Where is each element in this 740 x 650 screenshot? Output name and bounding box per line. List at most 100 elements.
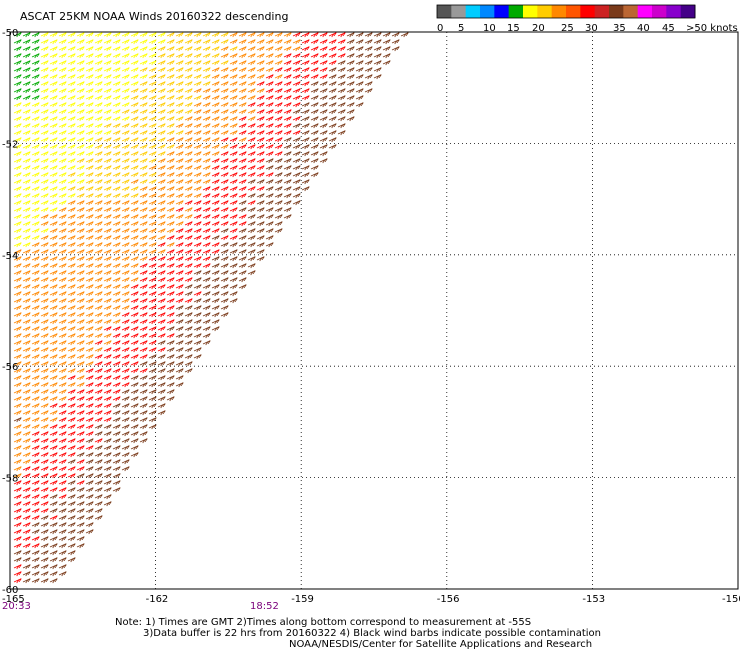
wind-barb <box>112 480 121 486</box>
wind-barb <box>40 60 49 66</box>
wind-barb <box>103 410 112 416</box>
wind-barb <box>40 277 49 283</box>
wind-barb <box>31 263 40 269</box>
wind-barb <box>148 193 157 199</box>
wind-barb <box>76 529 85 535</box>
wind-barb <box>166 144 175 150</box>
wind-barb <box>85 242 94 248</box>
wind-barb <box>103 165 112 171</box>
wind-barb <box>265 200 274 206</box>
wind-barb <box>274 151 283 157</box>
wind-barb <box>67 165 76 171</box>
wind-barb <box>49 319 58 325</box>
wind-barb <box>22 144 31 150</box>
wind-barb <box>148 165 157 171</box>
wind-barb <box>148 158 157 164</box>
wind-barb <box>121 417 130 423</box>
wind-barb <box>13 564 22 570</box>
wind-barb <box>292 165 301 171</box>
wind-barb <box>220 46 229 52</box>
legend-label: 15 <box>507 23 520 34</box>
wind-barb <box>175 200 184 206</box>
wind-barb <box>328 74 337 80</box>
wind-barb <box>202 109 211 115</box>
wind-barb <box>247 165 256 171</box>
wind-barb <box>13 529 22 535</box>
wind-barb <box>49 564 58 570</box>
legend-swatch <box>551 5 567 18</box>
wind-barb <box>58 312 67 318</box>
wind-barb <box>58 270 67 276</box>
wind-barb <box>157 298 166 304</box>
legend-labels: 0 5 10 15 20 25 30 35 40 45 >50 knots <box>437 23 738 34</box>
wind-barb <box>130 389 139 395</box>
wind-barb <box>346 32 355 38</box>
wind-barb <box>256 235 265 241</box>
wind-barb <box>283 207 292 213</box>
wind-barb <box>67 74 76 80</box>
wind-barb <box>256 46 265 52</box>
wind-barb <box>175 277 184 283</box>
wind-barb <box>58 340 67 346</box>
wind-barb <box>346 74 355 80</box>
wind-barb <box>94 263 103 269</box>
wind-barb <box>13 326 22 332</box>
wind-barb <box>283 193 292 199</box>
wind-barb <box>220 193 229 199</box>
wind-barb <box>13 515 22 521</box>
wind-barb <box>67 431 76 437</box>
wind-barb <box>166 242 175 248</box>
wind-barb <box>148 424 157 430</box>
wind-barb <box>112 382 121 388</box>
wind-barb <box>121 396 130 402</box>
wind-barb <box>247 207 256 213</box>
legend-label: 45 <box>662 23 675 34</box>
wind-barb <box>40 67 49 73</box>
wind-barb <box>238 67 247 73</box>
wind-barb <box>229 270 238 276</box>
wind-barb <box>85 431 94 437</box>
wind-barb <box>130 214 139 220</box>
wind-barb <box>112 200 121 206</box>
wind-barb <box>202 151 211 157</box>
wind-barb <box>49 291 58 297</box>
wind-barb <box>184 53 193 59</box>
wind-barb <box>148 123 157 129</box>
wind-barb <box>373 60 382 66</box>
wind-barb <box>184 109 193 115</box>
wind-barb <box>58 417 67 423</box>
wind-barb <box>247 242 256 248</box>
wind-barb <box>76 431 85 437</box>
wind-barb <box>184 249 193 255</box>
wind-barb <box>22 284 31 290</box>
wind-barb <box>265 46 274 52</box>
wind-barb <box>139 256 148 262</box>
wind-barb <box>229 53 238 59</box>
wind-barb <box>301 172 310 178</box>
wind-barb <box>94 39 103 45</box>
legend-swatch <box>494 5 510 18</box>
wind-barb <box>166 46 175 52</box>
wind-barb <box>31 256 40 262</box>
wind-barb <box>175 256 184 262</box>
wind-barb <box>13 263 22 269</box>
wind-barb <box>76 60 85 66</box>
wind-barb <box>247 53 256 59</box>
wind-barb <box>49 116 58 122</box>
wind-barb <box>58 179 67 185</box>
wind-barb <box>175 221 184 227</box>
wind-barb <box>157 123 166 129</box>
lat-label: -56 <box>2 362 18 373</box>
wind-barb <box>175 305 184 311</box>
wind-barb <box>139 438 148 444</box>
wind-barb <box>157 67 166 73</box>
wind-barb <box>148 403 157 409</box>
wind-barb <box>31 487 40 493</box>
wind-barb <box>67 550 76 556</box>
wind-barb <box>58 550 67 556</box>
wind-barb <box>355 102 364 108</box>
wind-barb <box>229 81 238 87</box>
wind-barb <box>22 270 31 276</box>
wind-barb <box>247 88 256 94</box>
wind-barb <box>58 445 67 451</box>
